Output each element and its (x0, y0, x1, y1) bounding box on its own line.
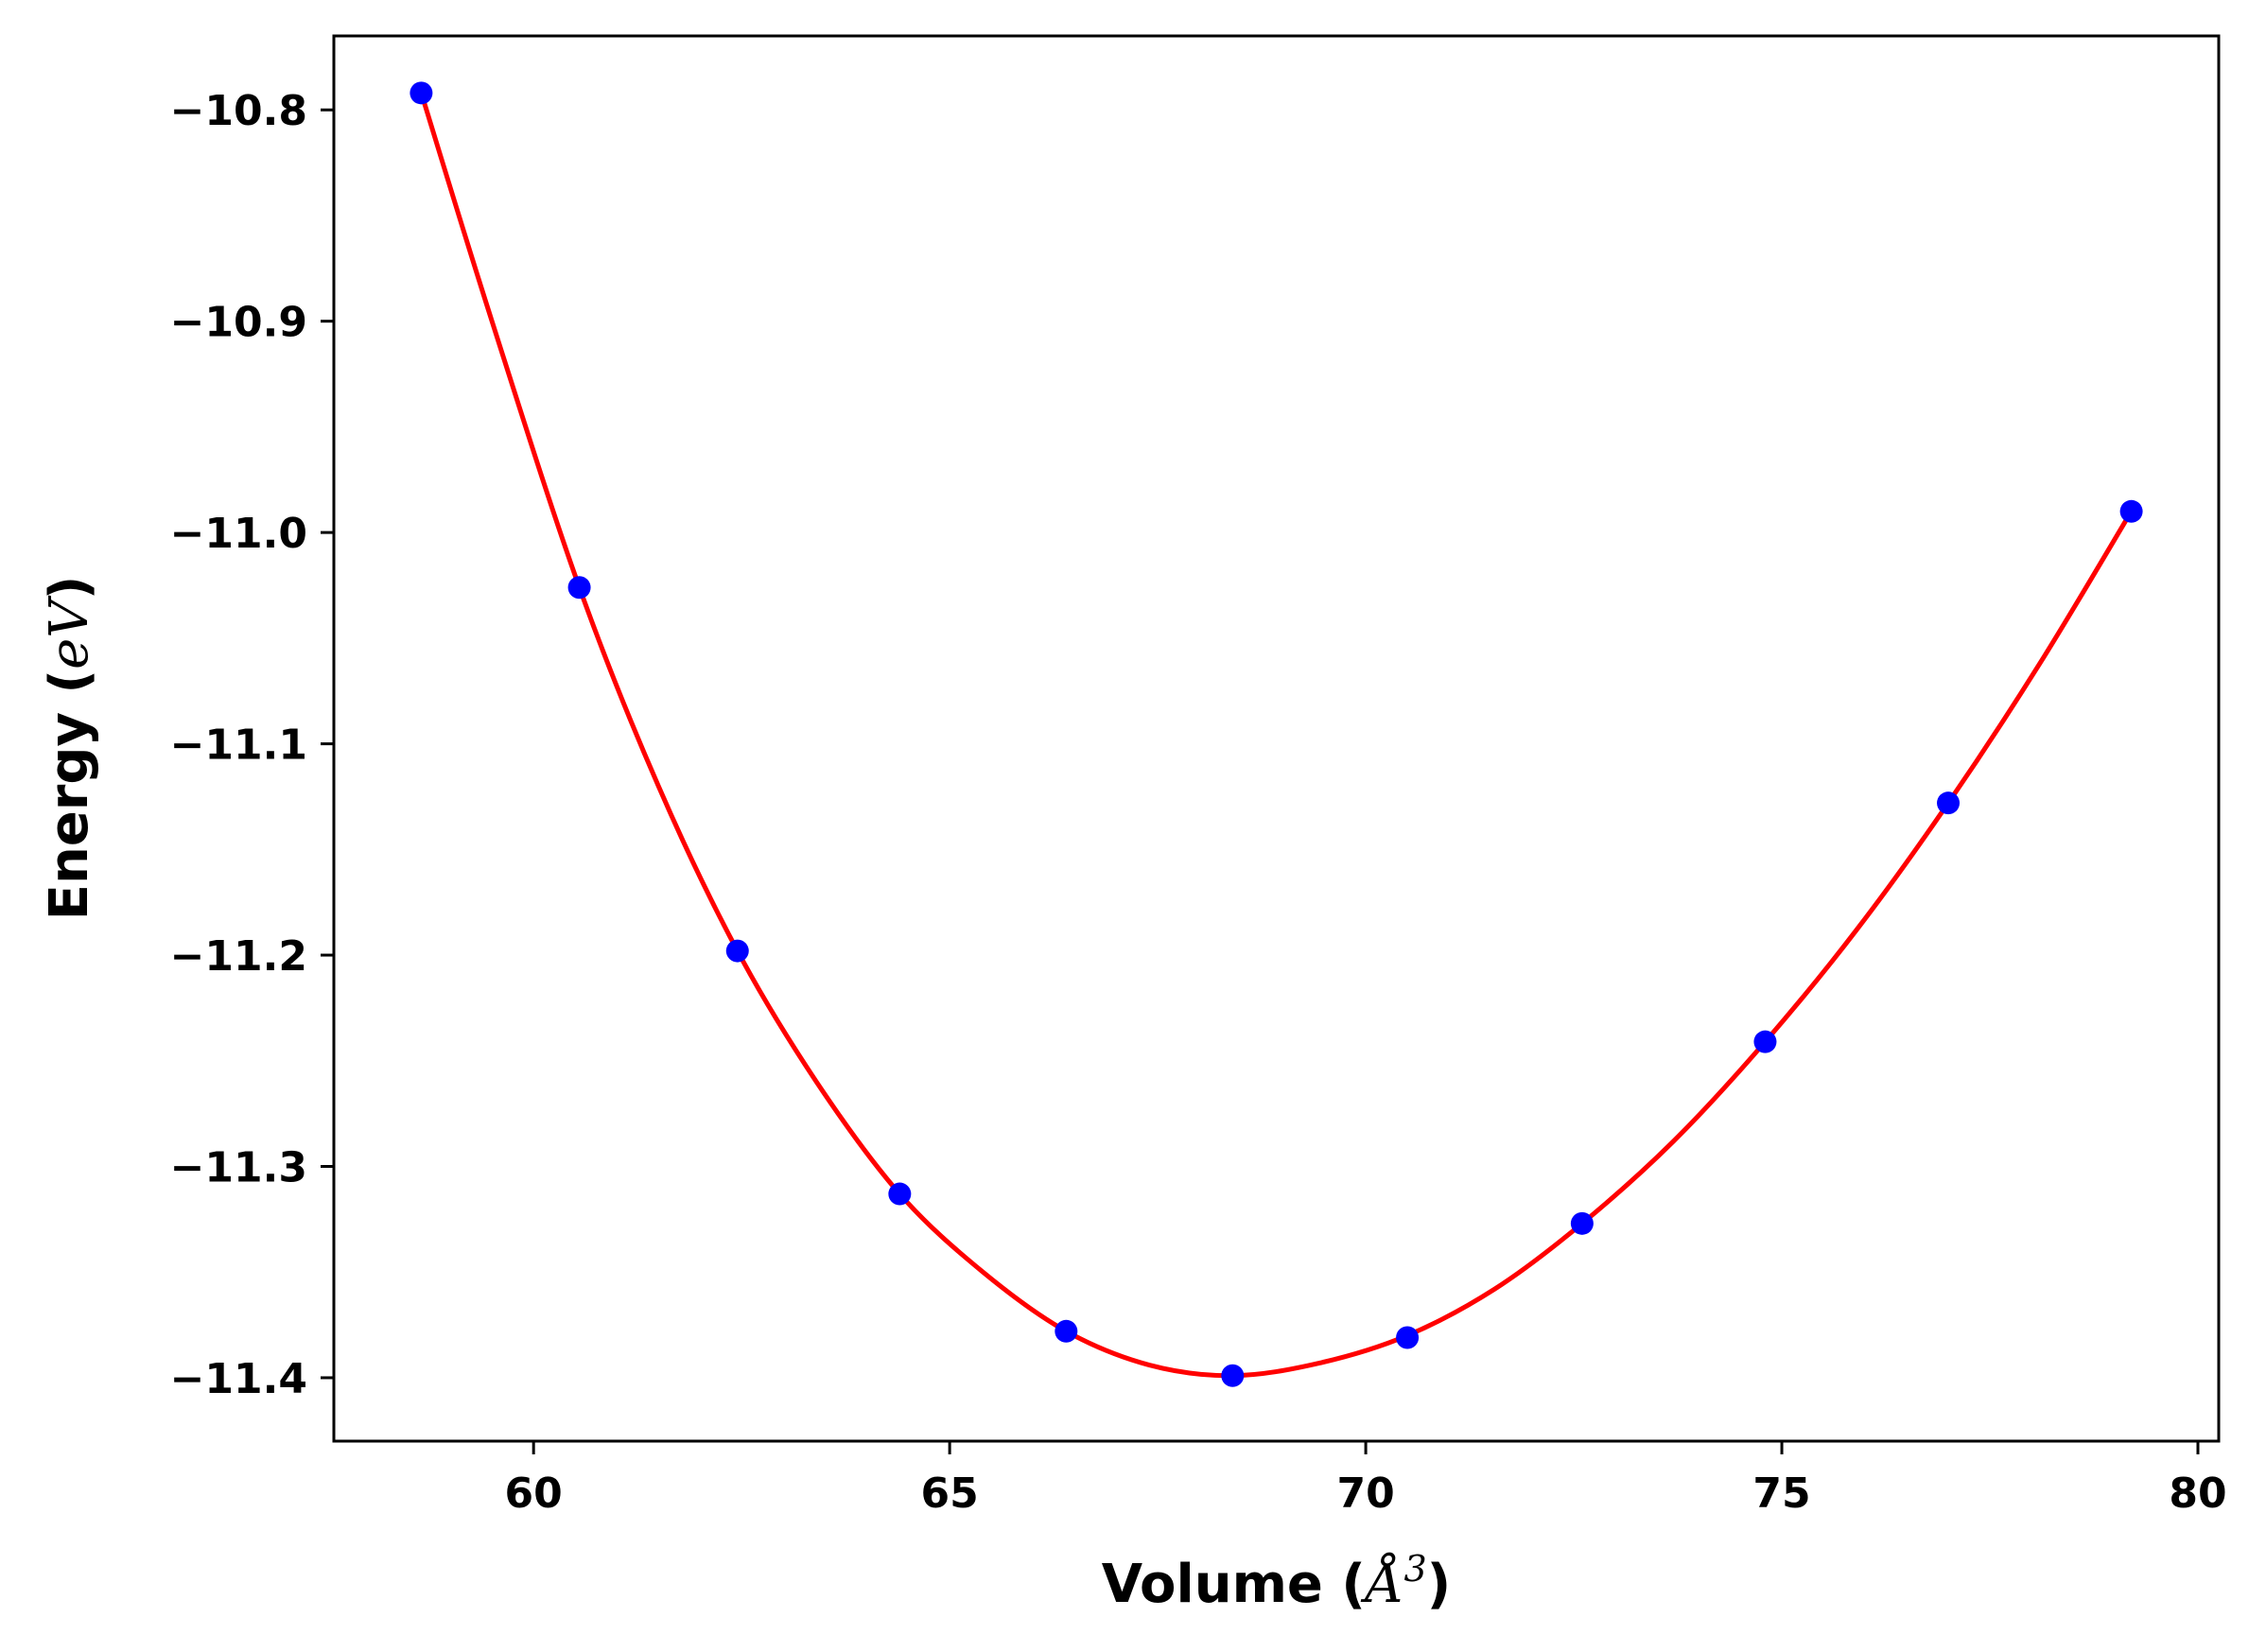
y-axis-label: Energy (eV) (39, 576, 100, 921)
x-tick-label: 60 (505, 1469, 563, 1518)
y-axis-ticks: −10.8 −10.9 −11.0 −11.1 −11.2 −11.3 −11.4 (170, 87, 334, 1403)
x-tick-label: 75 (1752, 1469, 1810, 1518)
x-tick-label: 65 (921, 1469, 979, 1518)
x-axis-label-unit: Å (1360, 1552, 1403, 1615)
data-point (2119, 499, 2143, 523)
x-tick-label: 70 (1336, 1469, 1394, 1518)
y-axis-label-suffix: ) (39, 576, 100, 600)
y-axis-label-prefix: Energy ( (39, 669, 100, 920)
plot-area (410, 81, 2143, 1387)
x-axis-label-prefix: Volume ( (1102, 1554, 1366, 1615)
x-axis-label-exponent: 3 (1403, 1548, 1426, 1590)
y-tick-label: −10.8 (170, 87, 307, 135)
y-tick-label: −11.3 (170, 1144, 307, 1192)
y-tick-label: −11.4 (170, 1355, 307, 1403)
data-point (1396, 1326, 1420, 1349)
y-axis-label-unit: eV (39, 595, 100, 669)
x-tick-label: 80 (2169, 1469, 2226, 1518)
data-point (1221, 1364, 1245, 1387)
data-point (1570, 1211, 1594, 1235)
data-point (1055, 1319, 1078, 1343)
data-point (1937, 791, 1961, 815)
x-axis-ticks: 60 65 70 75 80 (505, 1441, 2227, 1518)
data-point (1753, 1030, 1777, 1053)
data-point (410, 81, 433, 105)
data-point (567, 576, 591, 600)
data-point (725, 939, 749, 963)
data-point (888, 1182, 912, 1206)
x-axis-label-suffix: ) (1427, 1554, 1452, 1615)
fit-curve (419, 92, 2134, 1379)
x-axis-label: Volume (Å3) (1102, 1548, 1451, 1615)
y-tick-label: −11.2 (170, 932, 307, 981)
y-tick-label: −11.1 (170, 722, 307, 770)
axes-frame (332, 34, 2221, 1443)
y-tick-label: −10.9 (170, 299, 307, 347)
y-tick-label: −11.0 (170, 510, 307, 558)
